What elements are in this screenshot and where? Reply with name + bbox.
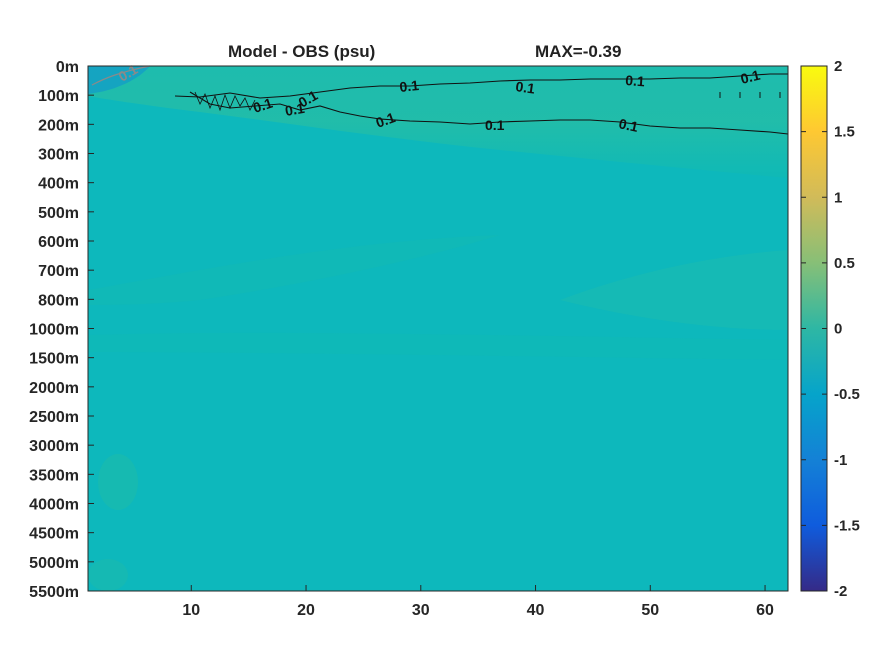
colorbar-tick-label: 2 (834, 58, 842, 75)
y-tick-label: 0m (56, 59, 79, 76)
colorbar-tick-label: -0.5 (834, 386, 860, 403)
contour-line-noisy (194, 91, 256, 112)
y-tick-label: 100m (38, 88, 79, 105)
contour-line-upper (174, 73, 788, 99)
y-tick-label: 3500m (29, 467, 79, 484)
y-tick-label: 3000m (29, 438, 79, 455)
colorbar-tick-label: 1.5 (834, 124, 855, 141)
chart-title: Model - OBS (psu) (228, 42, 376, 61)
colorbar-tick-label: -1 (834, 452, 847, 469)
colorbar-tick-label: -1.5 (834, 517, 860, 534)
x-tick-label: 20 (297, 602, 315, 619)
contour-line-lower (189, 91, 789, 135)
contour-label: 0.1 (485, 117, 505, 133)
contour-label: 0.1 (284, 100, 306, 119)
y-tick-label: 700m (38, 263, 79, 280)
contour-line-gray (91, 65, 151, 86)
y-tick-label: 200m (38, 117, 79, 134)
y-tick-label: 4500m (29, 526, 79, 543)
chart-subtitle: MAX=-0.39 (535, 42, 622, 61)
y-axis: 0m 100m 200m 300m 400m 500m 600m 700m 800m 1000m 1… (29, 59, 94, 601)
colorbar-tick-label: 0 (834, 321, 842, 338)
y-tick-label: 4000m (29, 497, 79, 514)
field-deep-band (88, 332, 788, 360)
x-axis: 10 20 30 40 50 60 (182, 585, 774, 619)
contour-label: 0.1 (739, 67, 762, 87)
colorbar-tick-label: 0.5 (834, 255, 855, 272)
y-tick-label: 1500m (29, 351, 79, 368)
y-tick-label: 5500m (29, 584, 79, 601)
y-tick-label: 2000m (29, 380, 79, 397)
contour-label: 0.1 (617, 115, 640, 135)
field-bottom-patch-left (88, 559, 128, 591)
x-tick-label: 30 (412, 602, 430, 619)
contour-ticks-right (719, 92, 781, 98)
colorbar-tick-label: 1 (834, 189, 842, 206)
contour-label: 0.1 (515, 78, 537, 97)
contour-label: 0.1 (625, 72, 646, 89)
y-tick-label: 2500m (29, 409, 79, 426)
x-tick-label: 50 (641, 602, 659, 619)
contour-label: 0.1 (251, 95, 275, 116)
colorbar-ticks: 2 1.5 1 0.5 0 -0.5 -1 -1.5 -2 (801, 58, 860, 600)
y-tick-label: 5000m (29, 555, 79, 572)
contour-label: 0.1 (374, 109, 398, 131)
y-tick-label: 800m (38, 292, 79, 309)
field-mid-patch-left (88, 235, 500, 305)
field-deep-patch-left (98, 454, 138, 510)
y-tick-label: 600m (38, 234, 79, 251)
field-topleft-patch (88, 66, 150, 94)
y-tick-label: 300m (38, 147, 79, 164)
x-tick-label: 60 (756, 602, 774, 619)
plot-area: 0.1 0.1 0.1 0.1 0.1 0.1 0.1 0.1 0.1 0.1 … (87, 61, 789, 592)
x-tick-label: 10 (182, 602, 200, 619)
field-mid-patch-right (560, 250, 788, 330)
y-tick-label: 400m (38, 176, 79, 193)
y-tick-label: 1000m (29, 322, 79, 339)
colorbar-tick-label: -2 (834, 583, 847, 600)
y-tick-label: 500m (38, 205, 79, 222)
x-tick-label: 40 (527, 602, 545, 619)
contour-label: 0.1 (399, 77, 420, 95)
